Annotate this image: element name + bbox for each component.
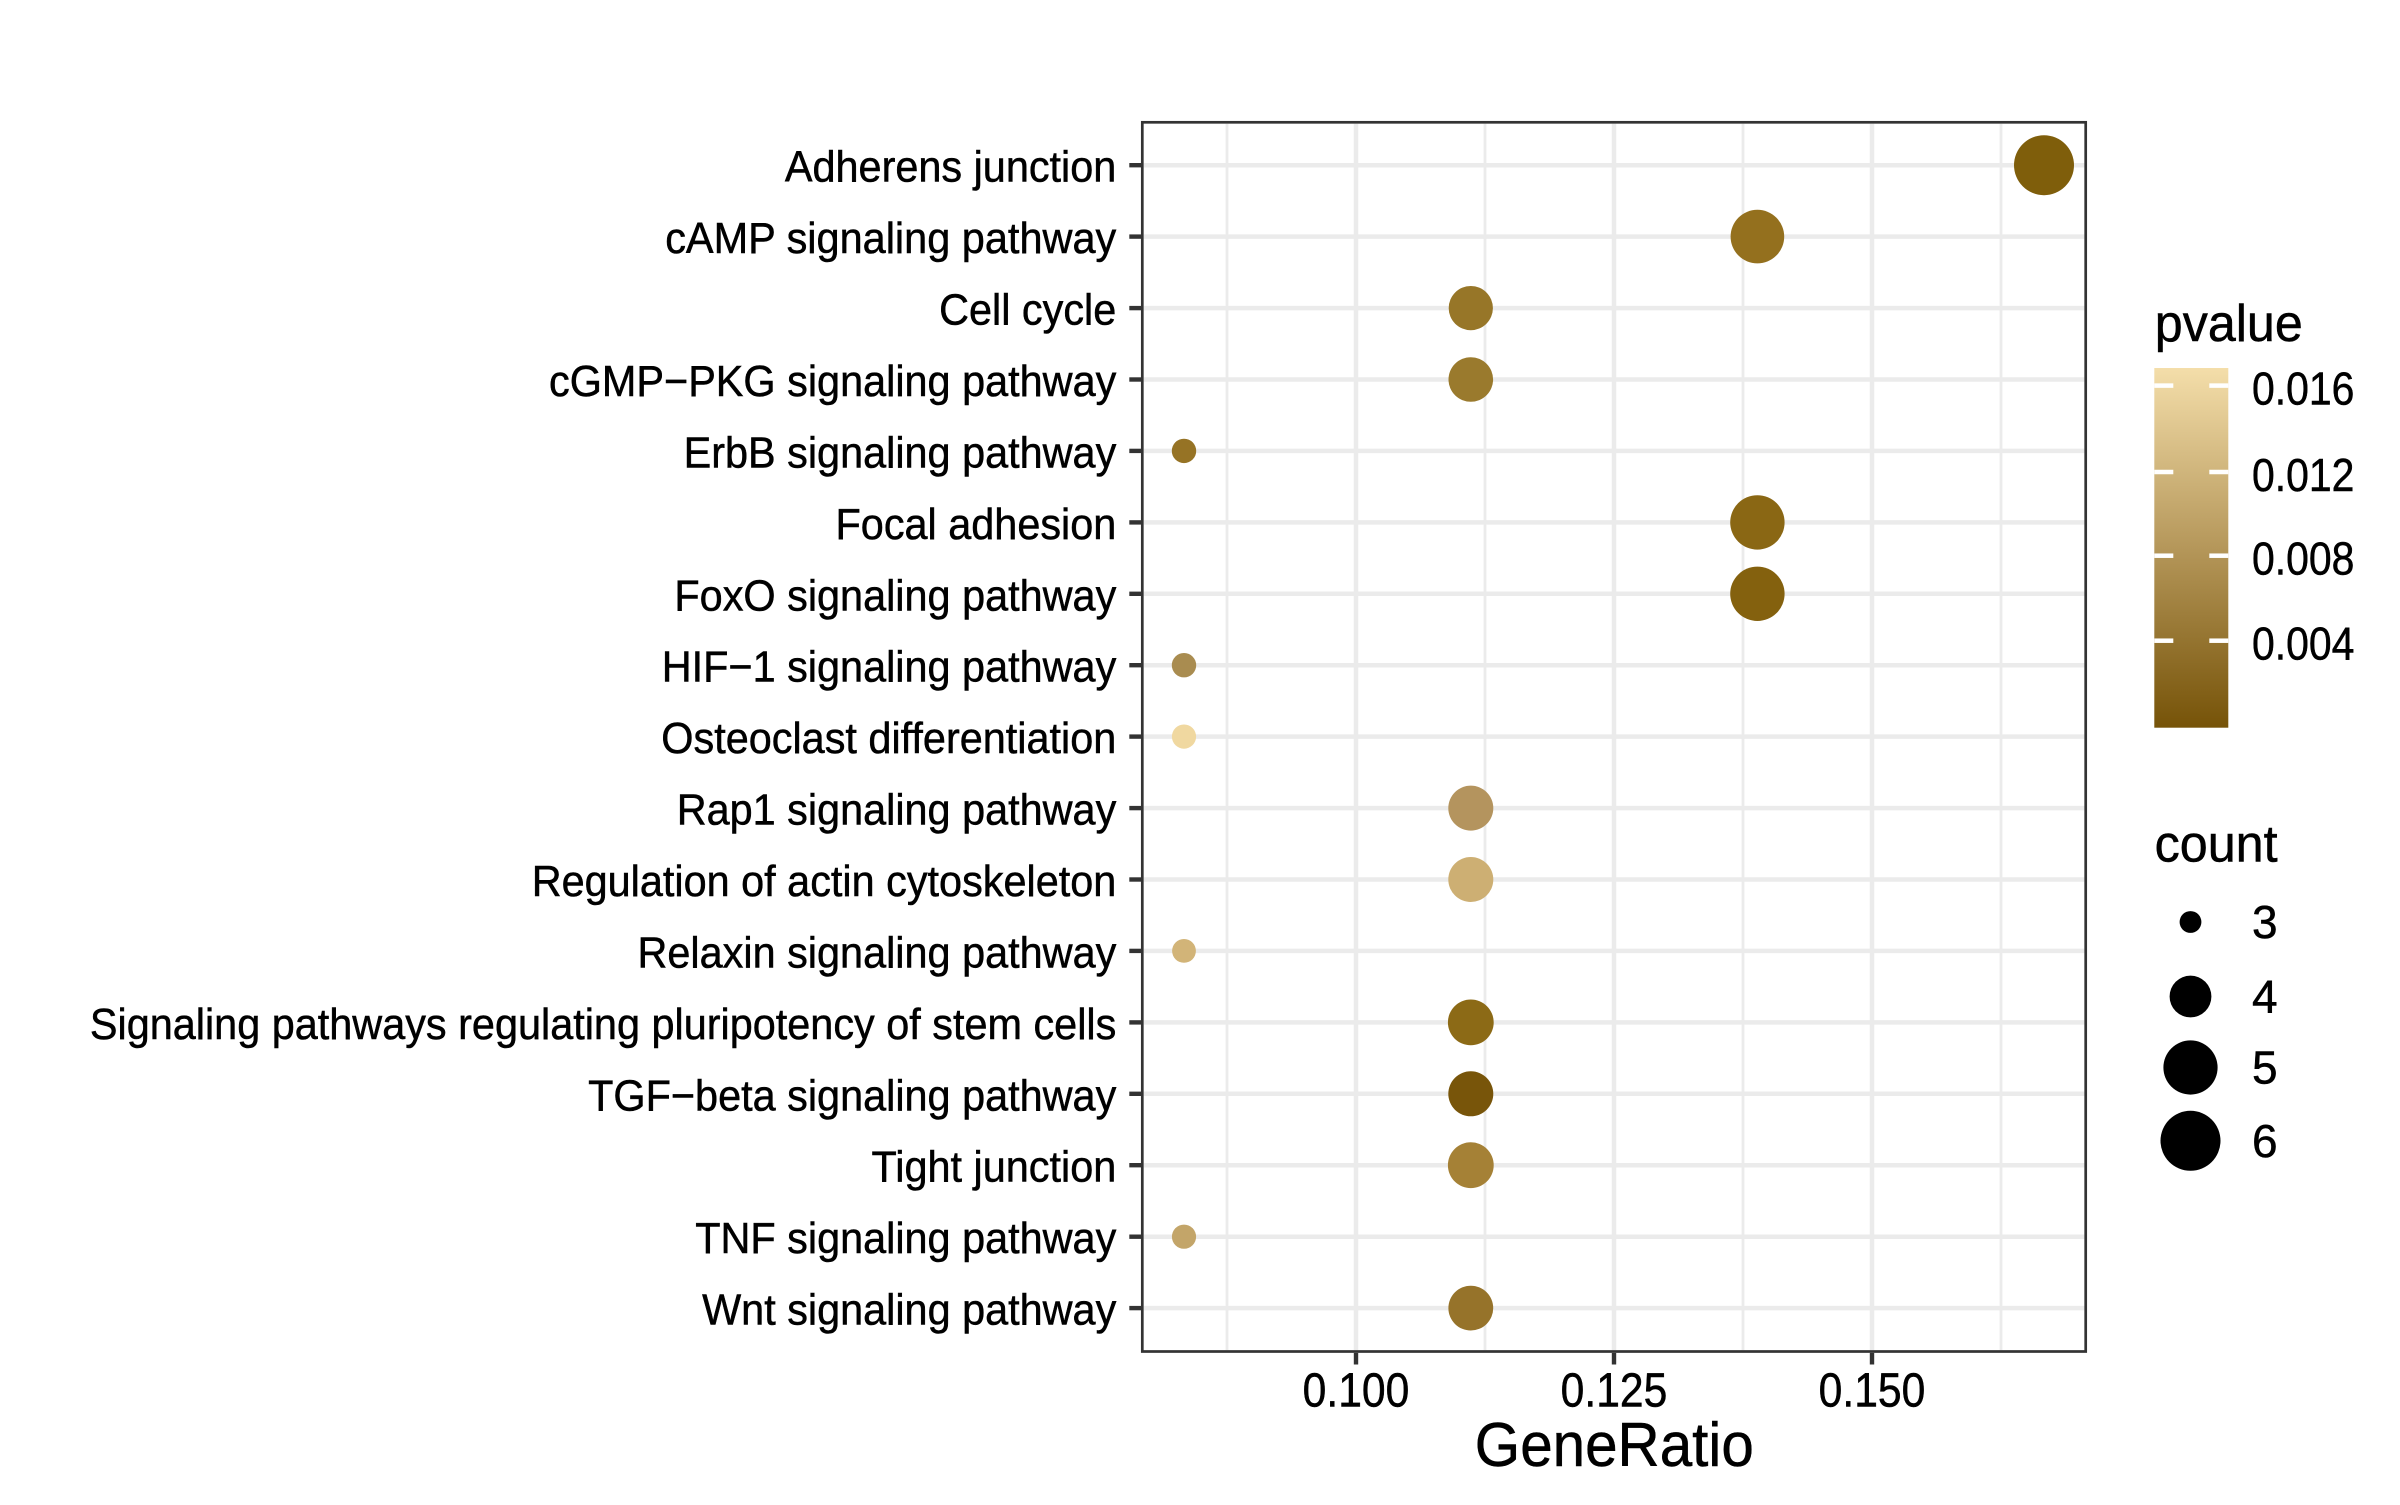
svg-text:0.100: 0.100 — [1303, 1365, 1410, 1418]
svg-text:0.008: 0.008 — [2252, 533, 2354, 585]
svg-text:TNF signaling pathway: TNF signaling pathway — [695, 1214, 1116, 1263]
svg-text:Signaling pathways regulating: Signaling pathways regulating pluripoten… — [90, 1000, 1116, 1049]
svg-text:Rap1 signaling pathway: Rap1 signaling pathway — [677, 786, 1117, 835]
svg-text:Focal adhesion: Focal adhesion — [836, 500, 1117, 549]
svg-text:FoxO signaling pathway: FoxO signaling pathway — [674, 571, 1116, 620]
svg-text:count: count — [2155, 816, 2279, 874]
svg-text:6: 6 — [2252, 1115, 2278, 1167]
svg-text:cAMP signaling pathway: cAMP signaling pathway — [665, 214, 1116, 263]
svg-text:TGF−beta signaling pathway: TGF−beta signaling pathway — [588, 1071, 1116, 1120]
svg-text:ErbB signaling pathway: ErbB signaling pathway — [684, 428, 1117, 477]
svg-text:Osteoclast differentiation: Osteoclast differentiation — [661, 714, 1116, 763]
svg-text:Tight junction: Tight junction — [872, 1143, 1117, 1192]
svg-text:Regulation of actin cytoskelet: Regulation of actin cytoskeleton — [532, 857, 1117, 906]
svg-text:cGMP−PKG signaling pathway: cGMP−PKG signaling pathway — [549, 357, 1116, 406]
svg-text:HIF−1 signaling pathway: HIF−1 signaling pathway — [662, 643, 1117, 692]
svg-text:pvalue: pvalue — [2155, 295, 2303, 353]
svg-text:0.012: 0.012 — [2252, 449, 2354, 501]
svg-text:0.125: 0.125 — [1561, 1365, 1668, 1418]
svg-text:5: 5 — [2252, 1042, 2278, 1094]
svg-text:Adherens junction: Adherens junction — [785, 143, 1116, 192]
svg-text:4: 4 — [2252, 971, 2278, 1023]
svg-text:Wnt signaling pathway: Wnt signaling pathway — [702, 1286, 1116, 1335]
svg-text:Relaxin signaling pathway: Relaxin signaling pathway — [638, 928, 1117, 977]
svg-text:0.004: 0.004 — [2252, 618, 2354, 670]
svg-text:3: 3 — [2252, 896, 2278, 948]
svg-text:0.150: 0.150 — [1819, 1365, 1926, 1418]
svg-text:Cell cycle: Cell cycle — [939, 286, 1116, 335]
svg-text:GeneRatio: GeneRatio — [1475, 1411, 1754, 1480]
svg-text:0.016: 0.016 — [2252, 363, 2354, 415]
